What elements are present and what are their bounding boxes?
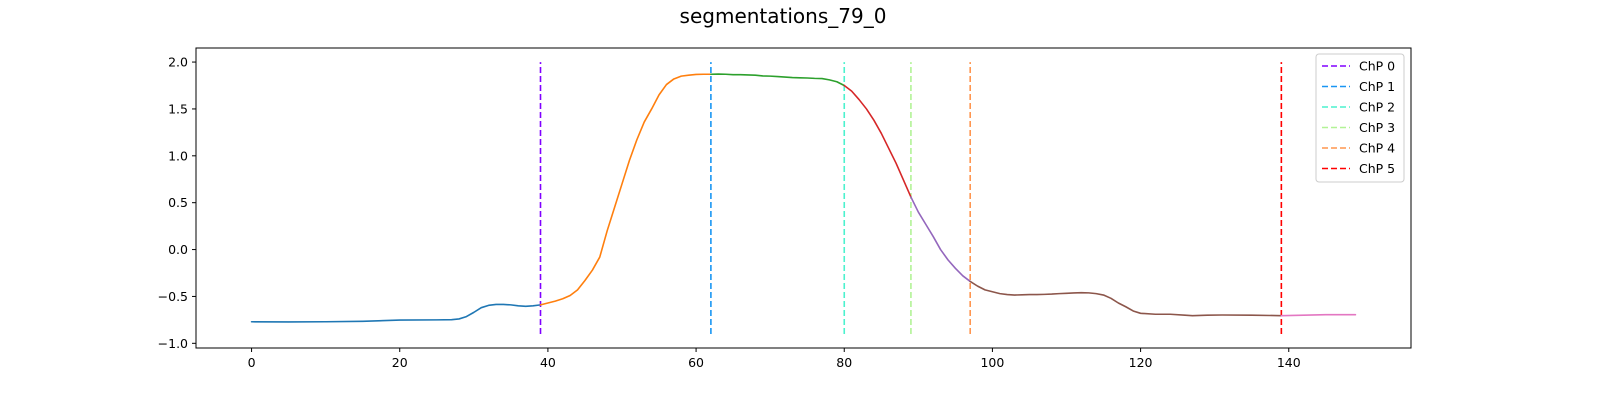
legend-label-0: ChP 0 — [1359, 59, 1395, 74]
x-tick-label-4: 80 — [836, 355, 852, 370]
series-segment-0 — [250, 303, 542, 323]
series-segment-1 — [539, 73, 712, 306]
x-tick-label-5: 100 — [980, 355, 1004, 370]
series-lines — [250, 73, 1357, 323]
x-tick-label-0: 0 — [248, 355, 256, 370]
x-tick-label-6: 120 — [1129, 355, 1153, 370]
y-tick-label-1: −0.5 — [158, 289, 188, 304]
y-axis: −1.0 −0.5 0.0 0.5 1.0 1.5 2.0 — [158, 55, 196, 351]
y-tick-label-0: −1.0 — [158, 336, 188, 351]
legend-label-3: ChP 3 — [1359, 120, 1395, 135]
y-tick-label-5: 1.5 — [168, 101, 188, 116]
y-tick-label-6: 2.0 — [168, 55, 188, 70]
legend-label-2: ChP 2 — [1359, 100, 1395, 115]
x-tick-label-1: 20 — [392, 355, 408, 370]
y-tick-label-3: 0.5 — [168, 195, 188, 210]
legend-label-5: ChP 5 — [1359, 161, 1395, 176]
x-tick-label-2: 40 — [540, 355, 556, 370]
chart-title: segmentations_79_0 — [680, 4, 887, 28]
y-tick-label-2: 0.0 — [168, 242, 188, 257]
series-segment-4 — [910, 196, 971, 283]
legend-label-1: ChP 1 — [1359, 79, 1395, 94]
plot-area — [195, 47, 1412, 349]
y-tick-label-4: 1.0 — [168, 148, 188, 163]
plot-frame — [195, 47, 1412, 349]
series-segment-5 — [969, 280, 1283, 317]
legend-label-4: ChP 4 — [1359, 141, 1395, 156]
changepoint-lines — [539, 62, 1283, 334]
series-segment-2 — [710, 73, 846, 87]
series-segment-3 — [843, 84, 912, 198]
series-segment-6 — [1280, 313, 1357, 317]
legend: ChP 0 ChP 1 ChP 2 ChP 3 ChP 4 ChP 5 — [1315, 53, 1405, 183]
legend-box — [1315, 53, 1405, 183]
x-axis: 0 20 40 60 80 100 120 140 — [248, 348, 1301, 370]
x-tick-label-7: 140 — [1277, 355, 1301, 370]
x-tick-label-3: 60 — [688, 355, 704, 370]
